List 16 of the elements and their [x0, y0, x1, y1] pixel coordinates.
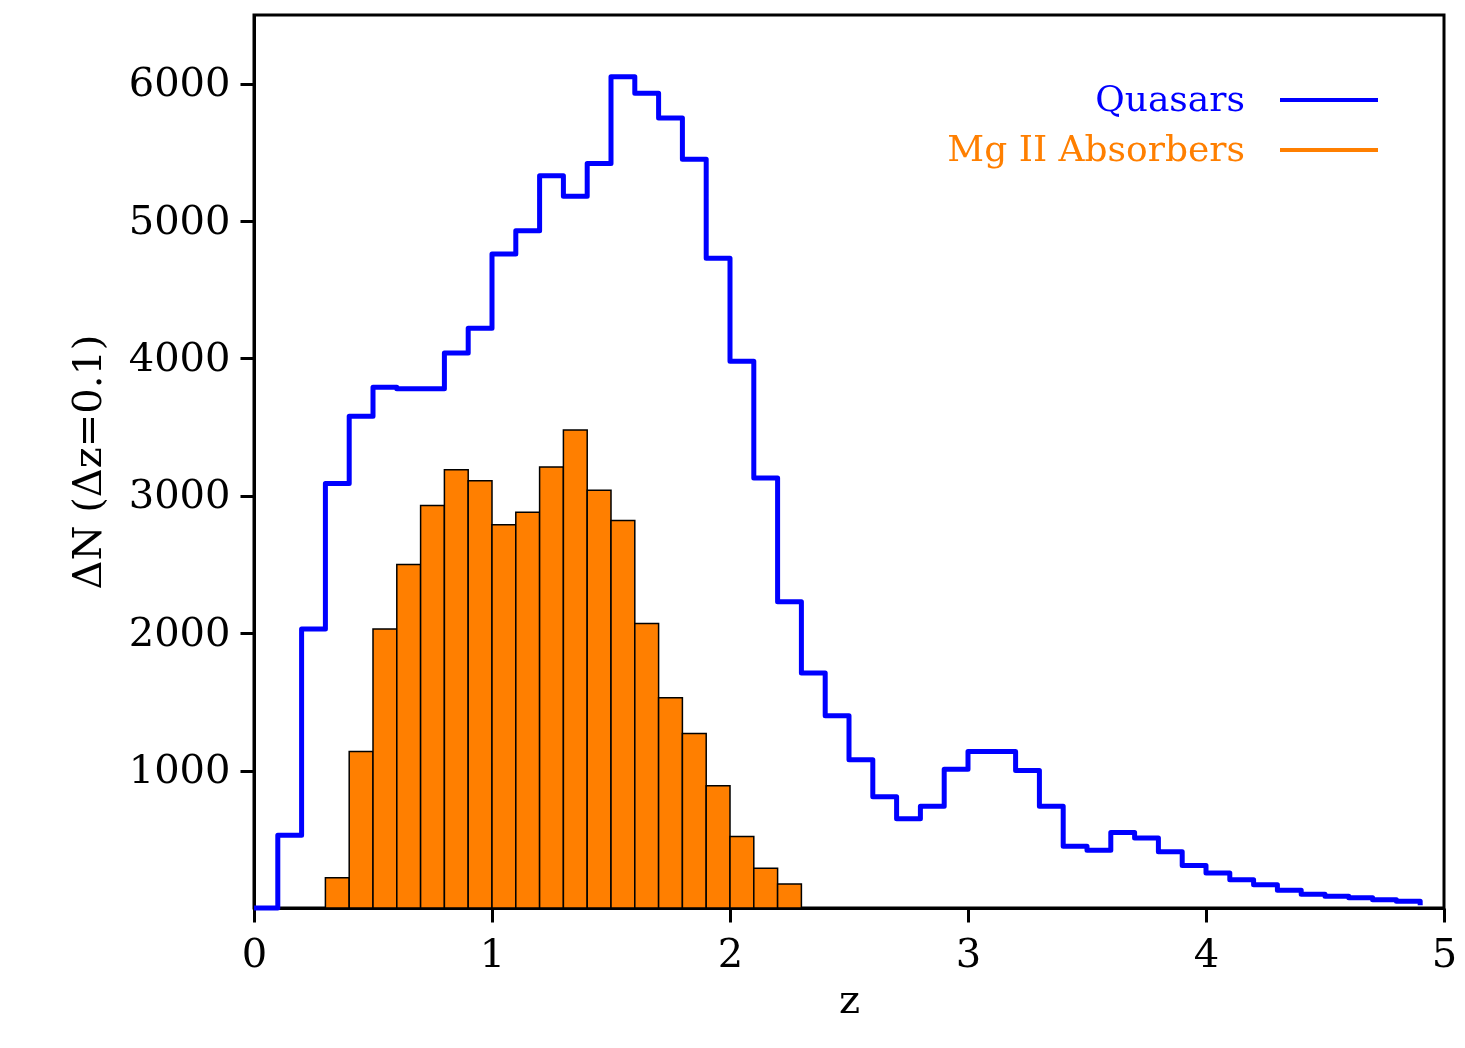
legend-label: Mg II Absorbers — [947, 128, 1245, 169]
y-tick-label: 1000 — [128, 746, 231, 793]
x-axis-title: z — [838, 975, 861, 1022]
x-tick-label: 4 — [1193, 929, 1220, 976]
x-tick-label: 3 — [955, 929, 982, 976]
y-tick-label: 2000 — [128, 608, 231, 655]
x-tick-label: 2 — [717, 929, 744, 976]
y-tick-label: 6000 — [128, 59, 231, 106]
y-tick-label: 5000 — [128, 196, 231, 243]
x-tick-label: 0 — [241, 929, 268, 976]
x-tick-label: 1 — [479, 929, 506, 976]
x-tick-label: 5 — [1431, 929, 1458, 976]
y-tick-label: 3000 — [128, 471, 231, 518]
y-axis-title: ΔN (Δz=0.1) — [63, 334, 110, 590]
y-tick-label: 4000 — [128, 333, 231, 380]
legend-label: Quasars — [1095, 78, 1245, 119]
